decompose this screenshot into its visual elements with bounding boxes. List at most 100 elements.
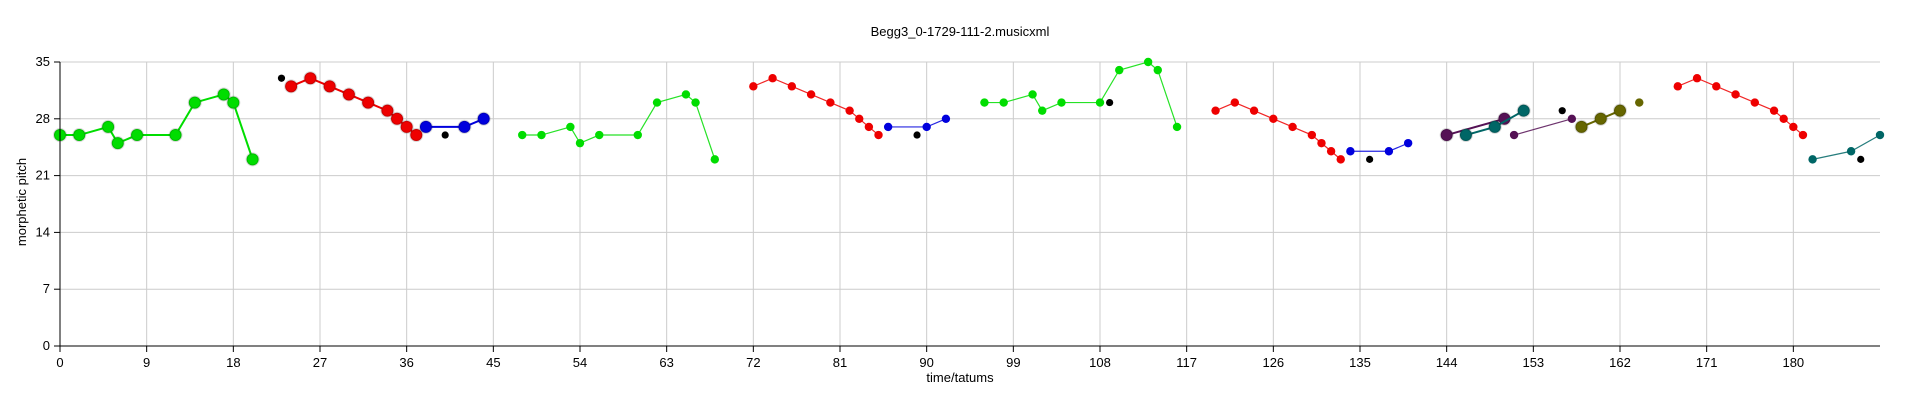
series-line — [753, 77, 879, 136]
data-point — [1106, 98, 1114, 107]
x-ticks: 0 9 18 27 36 45 54 63 72 81 90 99 108 117 126 135 144 153… — [56, 346, 1804, 370]
x-tick-label: 126 — [1262, 355, 1284, 370]
data-point — [1875, 130, 1885, 140]
data-point — [168, 128, 183, 143]
data-point — [1230, 98, 1240, 107]
chart-title: Begg3_0-1729-111-2.musicxml — [871, 24, 1050, 39]
series-line — [1513, 118, 1573, 136]
data-point — [1172, 122, 1182, 132]
data-point — [1613, 103, 1627, 118]
data-point — [1028, 90, 1037, 99]
data-point — [1846, 147, 1856, 156]
x-tick-label: 144 — [1436, 355, 1458, 370]
data-point — [1211, 106, 1220, 115]
data-point — [1269, 114, 1278, 124]
data-point — [1731, 90, 1740, 99]
data-point — [1038, 106, 1047, 115]
data-point — [380, 103, 395, 118]
x-tick-label: 153 — [1522, 355, 1544, 370]
data-point — [476, 111, 491, 126]
data-point — [1095, 98, 1105, 107]
data-point — [1326, 147, 1336, 156]
data-point — [768, 74, 777, 83]
data-point — [399, 119, 414, 134]
data-point — [883, 122, 893, 132]
data-point — [441, 131, 449, 139]
data-point — [941, 114, 951, 124]
y-tick-label: 28 — [36, 111, 50, 126]
data-point — [1574, 119, 1589, 134]
y-tick-label: 7 — [43, 281, 50, 296]
data-point — [980, 98, 989, 107]
series-line — [984, 61, 1178, 128]
data-point — [390, 111, 405, 126]
data-point — [1558, 107, 1566, 115]
data-point — [826, 98, 835, 107]
x-tick-label: 27 — [313, 355, 327, 370]
y-tick-label: 0 — [43, 338, 50, 353]
data-point — [303, 71, 318, 86]
data-point — [1712, 82, 1721, 91]
data-point — [537, 130, 546, 140]
data-point — [1317, 138, 1326, 148]
data-point — [418, 119, 433, 134]
series-line — [1677, 77, 1804, 136]
x-tick-label: 171 — [1696, 355, 1718, 370]
data-point — [1115, 65, 1124, 75]
data-point — [1516, 103, 1531, 118]
data-point — [1143, 57, 1153, 67]
data-point — [226, 95, 241, 110]
data-point — [216, 87, 231, 102]
data-point — [922, 122, 931, 132]
data-point — [913, 131, 921, 139]
x-tick-label: 0 — [56, 355, 63, 370]
data-point — [1458, 128, 1473, 143]
axes — [59, 62, 1880, 347]
y-ticks: 0 7 14 21 28 35 — [36, 54, 60, 353]
data-point — [1750, 98, 1760, 107]
data-point — [1635, 98, 1644, 107]
data-point — [1692, 74, 1702, 83]
data-point — [691, 98, 700, 107]
data-point — [518, 130, 527, 140]
data-point — [277, 74, 286, 82]
data-point — [595, 130, 604, 140]
data-point — [1673, 82, 1682, 91]
data-point — [1366, 155, 1374, 163]
data-point — [787, 82, 797, 91]
data-point — [1439, 128, 1454, 143]
data-point — [130, 128, 145, 143]
data-point — [1808, 155, 1817, 164]
data-point — [361, 95, 376, 110]
plot-area — [53, 57, 1885, 167]
series-line — [1350, 142, 1409, 152]
data-point — [999, 98, 1008, 107]
series-line — [60, 93, 254, 160]
x-tick-label: 63 — [659, 355, 673, 370]
data-point — [845, 106, 854, 115]
data-point — [110, 136, 125, 151]
series-line — [1215, 101, 1342, 160]
data-point — [1779, 114, 1788, 124]
series-line — [1812, 134, 1881, 160]
data-point — [457, 119, 472, 134]
data-point — [749, 82, 758, 91]
data-point — [101, 119, 116, 134]
data-point — [245, 152, 260, 167]
x-tick-label: 90 — [919, 355, 933, 370]
data-point — [1384, 147, 1394, 156]
x-tick-label: 54 — [573, 355, 587, 370]
data-point — [652, 98, 662, 107]
data-point — [1153, 65, 1162, 75]
x-tick-label: 81 — [833, 355, 847, 370]
x-tick-label: 9 — [143, 355, 150, 370]
data-point — [710, 155, 720, 164]
data-point — [1288, 122, 1297, 132]
data-point — [575, 138, 585, 148]
data-point — [566, 122, 575, 132]
data-point — [1798, 130, 1808, 140]
series-line — [290, 77, 417, 136]
y-tick-label: 21 — [36, 168, 50, 183]
x-tick-label: 18 — [226, 355, 240, 370]
